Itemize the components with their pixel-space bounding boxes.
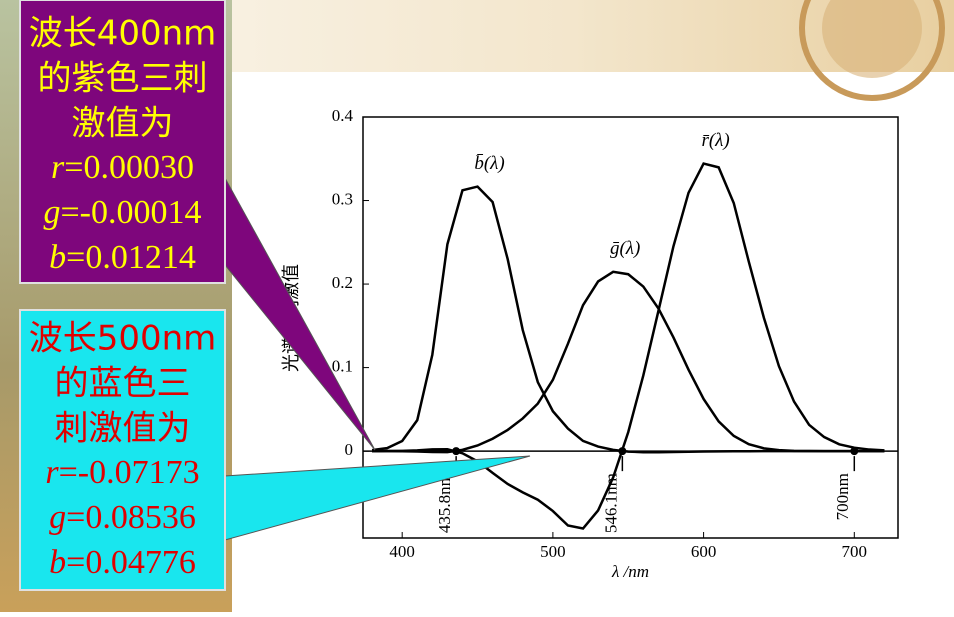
y-tick-label: 0.3 [332, 189, 353, 208]
value-text: =0.00030 [64, 149, 194, 186]
logo [799, 0, 945, 101]
symbol: g [44, 194, 61, 231]
value-text: =0.08536 [66, 499, 196, 536]
symbol: b [49, 544, 66, 581]
annotation: 435.8nm [435, 473, 454, 533]
symbol: b [49, 239, 66, 276]
marker [452, 447, 461, 456]
callout-line: 刺激值为 [55, 409, 191, 449]
callout-value: b=0.04776 [49, 544, 196, 581]
y-tick-label: 0 [345, 440, 354, 459]
value-text: =0.01214 [66, 239, 196, 276]
x-axis-label: λ /nm [611, 562, 649, 581]
y-tick-label: 0.4 [332, 106, 354, 125]
callout-line: 激值为 [72, 104, 174, 144]
callout-line: 波长500nm [29, 319, 217, 359]
marker [850, 447, 859, 456]
x-tick-label: 700 [842, 542, 868, 561]
callout-value: r=-0.07173 [45, 454, 199, 491]
callout-value: g=0.08536 [49, 499, 196, 536]
callout-value: g=-0.00014 [44, 194, 202, 231]
plot-frame [362, 116, 899, 539]
y-tick-label: 0.1 [332, 357, 353, 376]
curve-label: ḡ(λ) [610, 238, 640, 259]
curve-label: b̄(λ) [474, 153, 504, 174]
x-tick-label: 600 [691, 542, 717, 561]
callout-line: 波长400nm [29, 14, 217, 54]
annotation: 700nm [833, 473, 852, 520]
value-text: =-0.00014 [61, 194, 202, 231]
symbol: r [45, 454, 59, 491]
callouts: 波长400nm的紫色三刺激值为r=0.00030g=-0.00014b=0.01… [19, 0, 531, 591]
callout-line: 的蓝色三 [55, 364, 191, 404]
callout-box [19, 309, 226, 591]
callout-value: b=0.01214 [49, 239, 196, 276]
marker [618, 447, 627, 456]
curve-label: r̄(λ) [701, 130, 729, 151]
callout-line: 的紫色三刺 [38, 59, 208, 99]
symbol: r [51, 149, 65, 186]
callout-box [19, 0, 226, 284]
y-tick-label: 0.2 [332, 273, 353, 292]
symbol: g [49, 499, 66, 536]
value-text: =-0.07173 [59, 454, 200, 491]
value-text: =0.04776 [66, 544, 196, 581]
annotation: 546.1nm [601, 473, 620, 533]
callout-value: r=0.00030 [51, 149, 194, 186]
x-tick-label: 500 [540, 542, 566, 561]
logo-inner [822, 0, 922, 78]
x-tick-label: 400 [389, 542, 415, 561]
